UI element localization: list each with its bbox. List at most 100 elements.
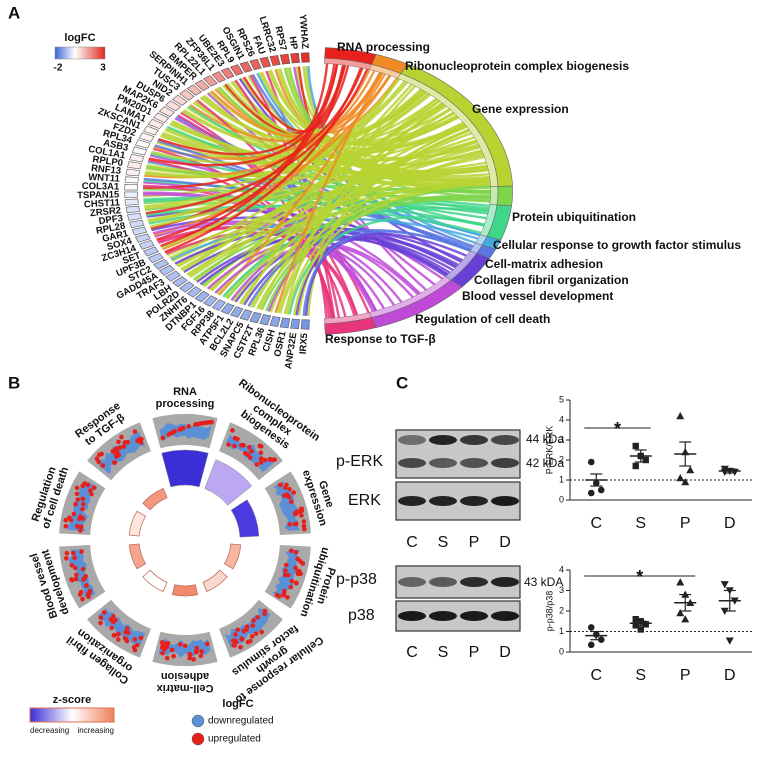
lane-label: S xyxy=(438,534,449,551)
up-dot xyxy=(187,651,193,657)
up-dot xyxy=(169,647,175,653)
up-dot xyxy=(171,653,176,659)
gene-box xyxy=(138,132,155,142)
lane-label: S xyxy=(438,644,449,661)
up-dot xyxy=(116,439,121,445)
gene-box xyxy=(129,219,145,229)
up-dot xyxy=(83,583,89,588)
chord xyxy=(302,230,471,316)
gene-label: RNF13 xyxy=(91,163,122,177)
down-area xyxy=(158,638,211,658)
up-dot xyxy=(159,640,165,645)
data-point xyxy=(587,489,595,497)
chord xyxy=(169,91,427,260)
data-point xyxy=(681,478,690,486)
lane-label: D xyxy=(499,644,511,661)
up-dot xyxy=(63,517,68,523)
up-dot xyxy=(119,434,124,440)
gene-label: ASB3 xyxy=(102,137,129,153)
up-dot xyxy=(282,572,288,578)
up-dot xyxy=(135,642,140,648)
blot-band xyxy=(398,435,426,445)
up-dot xyxy=(70,550,76,556)
up-dot xyxy=(208,419,214,425)
up-dot xyxy=(253,631,259,636)
up-dot xyxy=(186,424,191,429)
blot-band xyxy=(429,611,457,621)
up-dot xyxy=(159,645,165,650)
legend-gradient xyxy=(54,46,106,60)
gene-box xyxy=(259,314,272,326)
up-dot xyxy=(89,491,94,497)
gene-box xyxy=(179,89,195,101)
chord xyxy=(304,236,458,316)
up-dot xyxy=(255,614,260,620)
up-dot xyxy=(292,511,298,516)
y-tick-label: 4 xyxy=(559,564,564,574)
blot-band xyxy=(429,577,457,587)
up-dot xyxy=(74,485,80,491)
data-point xyxy=(720,581,729,589)
y-tick-label: 2 xyxy=(559,454,564,464)
up-dot xyxy=(98,615,104,620)
up-dot xyxy=(278,482,283,488)
data-point xyxy=(587,641,595,649)
up-dot xyxy=(116,452,122,458)
up-dot xyxy=(259,629,264,635)
up-dot xyxy=(249,448,254,454)
up-dot xyxy=(81,501,86,507)
gene-box xyxy=(153,259,170,270)
gene-box xyxy=(124,183,139,191)
y-tick-label: 0 xyxy=(559,494,564,504)
lane-label: C xyxy=(406,534,418,551)
y-tick-label: 3 xyxy=(559,585,564,595)
term-label: Response to TGF-β xyxy=(325,332,436,346)
up-dot xyxy=(177,642,183,647)
blot-band xyxy=(398,611,426,621)
gene-box xyxy=(269,315,281,327)
gene-box xyxy=(179,281,195,293)
gene-box xyxy=(127,212,142,221)
up-dot xyxy=(283,562,289,568)
up-dot xyxy=(247,444,252,450)
blot-label: p-p38 xyxy=(336,571,377,588)
blot-band xyxy=(460,458,488,468)
gene-box xyxy=(124,198,139,206)
up-dot xyxy=(198,653,204,659)
up-dot xyxy=(289,548,294,554)
zscore-bar xyxy=(171,584,199,597)
zscore-bar xyxy=(142,487,168,511)
gene-box xyxy=(153,112,170,123)
term-label: Collagen fibril organization xyxy=(474,273,629,287)
blot-band xyxy=(491,611,519,621)
up-dot xyxy=(72,565,78,571)
blot-band xyxy=(429,458,457,468)
zscore-bar xyxy=(223,543,242,570)
legend-label: upregulated xyxy=(208,734,261,745)
gene-label: ANP32E xyxy=(283,332,299,370)
gene-box xyxy=(134,139,151,149)
gene-box xyxy=(131,226,148,236)
up-dot xyxy=(77,592,83,597)
x-tick-label: S xyxy=(635,515,646,532)
sector-label: Cell-matrix xyxy=(156,682,214,694)
lane-label: C xyxy=(406,644,418,661)
gene-box xyxy=(211,299,226,311)
x-tick-label: P xyxy=(680,667,691,684)
gene-box xyxy=(125,205,141,214)
blot-band xyxy=(429,496,457,506)
term-label: Cell-matrix adhesion xyxy=(485,257,603,271)
up-dot xyxy=(295,571,301,577)
gene-label: YWHAZ xyxy=(297,14,310,50)
up-dot xyxy=(238,644,243,650)
up-dot xyxy=(262,457,268,463)
gene-box xyxy=(249,58,262,71)
gene-box xyxy=(279,317,291,329)
up-dot xyxy=(285,595,290,600)
up-dot xyxy=(74,572,79,578)
up-dot xyxy=(258,450,264,455)
gene-box xyxy=(171,94,188,106)
y-axis-label: P-ERK/ERK xyxy=(544,426,554,475)
up-dot xyxy=(122,440,128,445)
up-dot xyxy=(194,645,200,651)
